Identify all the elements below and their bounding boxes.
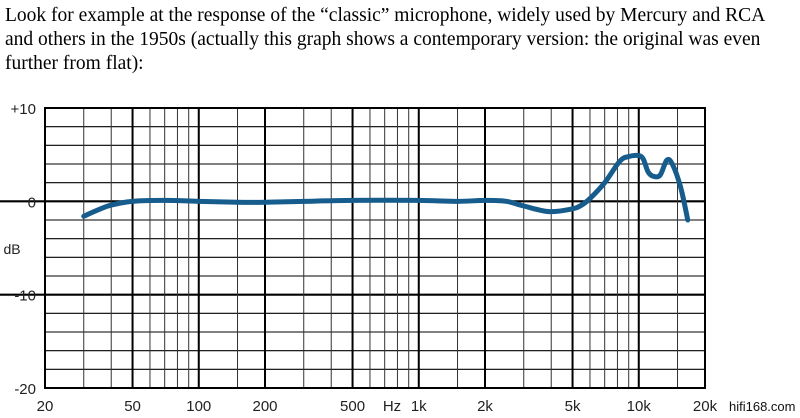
x-tick-label: 10k: [627, 398, 652, 415]
x-tick-label: 1k: [411, 398, 427, 415]
x-tick-label: 200: [252, 398, 277, 415]
y-tick-label: -10: [14, 288, 36, 305]
x-tick-label: 5k: [565, 398, 581, 415]
grid: [0, 107, 706, 389]
watermark: hifi168.com: [729, 399, 795, 414]
y-tick-label: -20: [14, 381, 36, 398]
response-curve: [81, 152, 691, 223]
x-tick-label: 500: [340, 398, 365, 415]
x-tick-label: 50: [124, 398, 141, 415]
plot-frame: [44, 107, 706, 389]
x-axis-label: Hz: [383, 398, 401, 415]
y-tick-label: +10: [11, 101, 36, 118]
x-tick-label: 20k: [693, 398, 718, 415]
x-tick-label: 100: [186, 398, 211, 415]
y-axis-label: dB: [3, 241, 20, 257]
x-tick-label: 20: [37, 398, 54, 415]
y-tick-labels: +10 0 -10 -20: [11, 101, 36, 398]
intro-paragraph: Look for example at the response of the …: [5, 5, 765, 74]
x-tick-label: 2k: [477, 398, 493, 415]
y-tick-label: 0: [28, 194, 36, 211]
x-tick-labels: 20 50 100 200 500 1k 2k 5k 10k 20k: [37, 398, 718, 415]
